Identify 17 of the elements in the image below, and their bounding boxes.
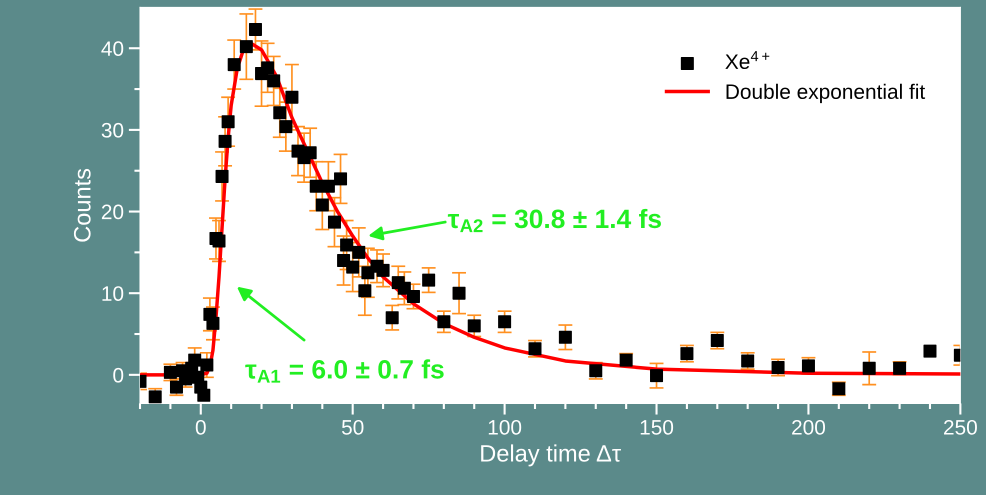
annotation: τ$_{A2}$ = 30.8 ± 1.4 fs [448,208,661,232]
y-tick-label: 40 [101,41,124,56]
x-tick-label: 50 [342,420,364,435]
legend-label: Xe$^{4+}$ [725,51,770,70]
annotation: τ$_{A1}$ = 6.0 ± 0.7 fs [245,359,444,383]
y-tick-label: 0 [113,368,124,383]
x-tick-label: 0 [196,420,206,435]
x-tick-label: 200 [792,420,826,435]
x-tick-label: 100 [488,420,522,435]
y-tick-label: 20 [102,204,124,220]
legend-label: Double exponential fit [726,84,926,104]
x-axis-title: Delay time Δτ [481,444,621,466]
x-tick-label: 250 [944,420,977,435]
x-tick-label: 150 [640,420,674,435]
y-tick-label: 30 [102,122,124,138]
y-tick-label: 10 [102,286,124,301]
y-axis-title: Counts [74,168,91,242]
